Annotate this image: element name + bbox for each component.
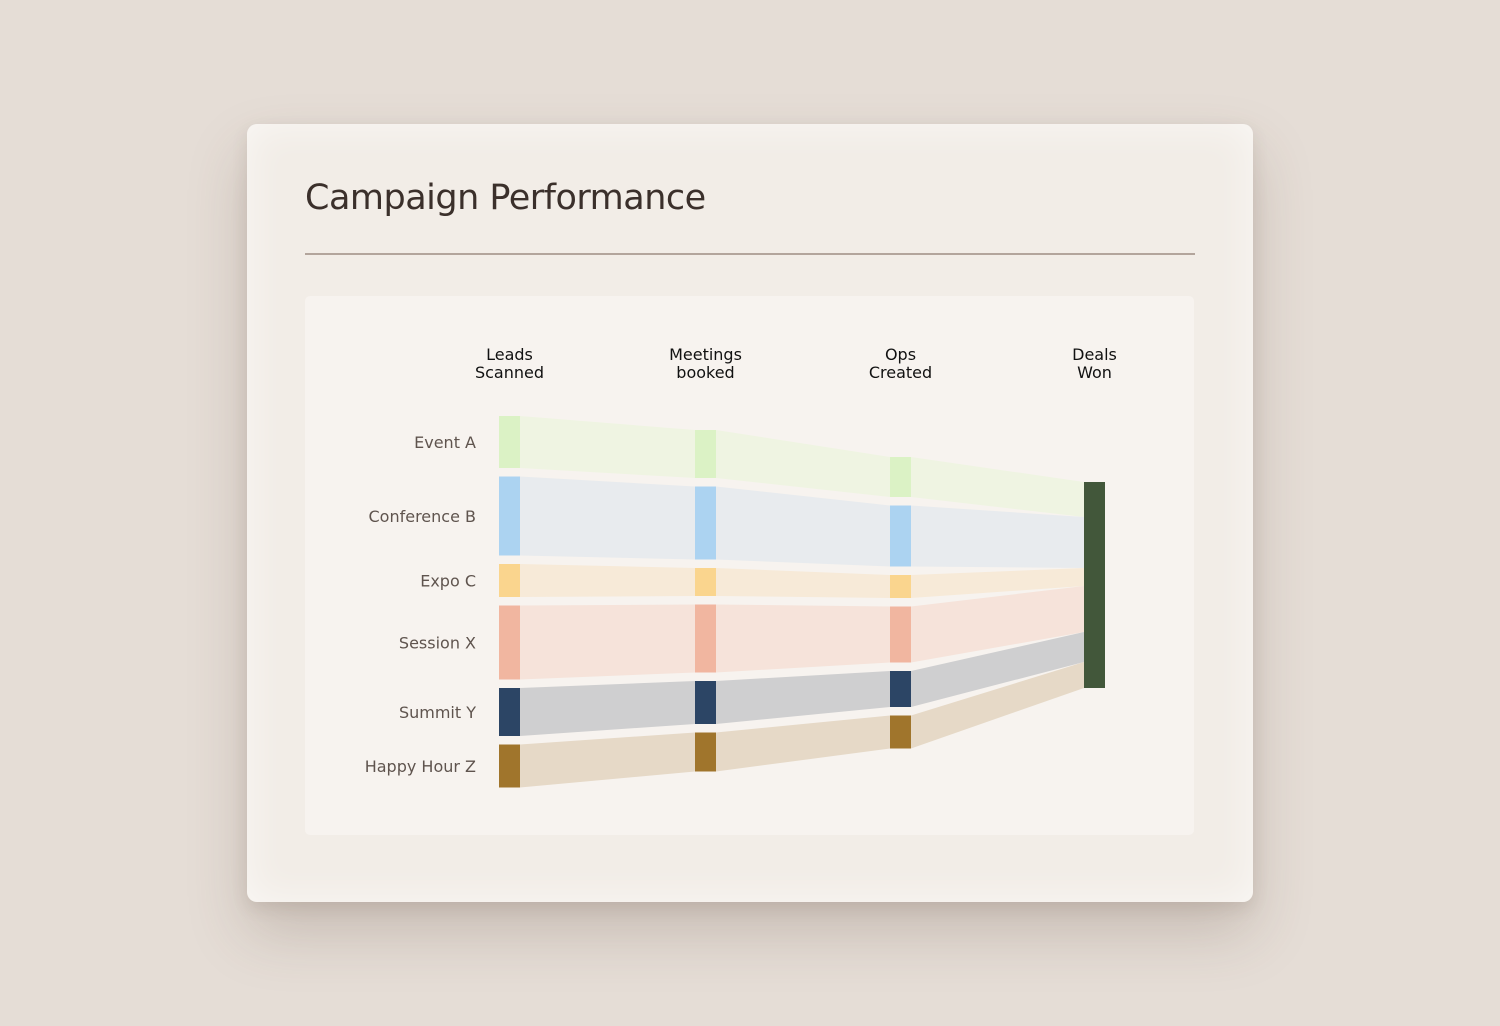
flow-conference-b-2 [716, 486, 890, 567]
flow-event-a-2 [716, 430, 890, 497]
node-conference-b-stage-2 [695, 486, 716, 560]
node-session-x-stage-2 [695, 604, 716, 673]
flow-happy-hour-z-2 [716, 715, 890, 772]
flow-conference-b-1 [520, 476, 695, 560]
flow-conference-b-3 [911, 505, 1084, 568]
node-conference-b-stage-1 [499, 476, 520, 556]
node-event-a-stage-1 [499, 416, 520, 468]
node-session-x-stage-3 [890, 606, 911, 663]
node-expo-c-stage-1 [499, 564, 520, 597]
flow-event-a-1 [520, 416, 695, 478]
node-happy-hour-z-stage-3 [890, 715, 911, 749]
flow-expo-c-1 [520, 564, 695, 597]
stage-label-1-line-2: Scanned [475, 363, 544, 382]
flow-happy-hour-z-3 [911, 662, 1084, 749]
node-summit-y-stage-3 [890, 671, 911, 707]
node-summit-y-stage-2 [695, 681, 716, 724]
flow-summit-y-1 [520, 681, 695, 736]
flow-happy-hour-z-1 [520, 732, 695, 788]
flow-session-x-2 [716, 604, 890, 673]
node-happy-hour-z-stage-2 [695, 732, 716, 772]
source-label-event-a: Event A [414, 433, 476, 452]
node-session-x-stage-1 [499, 605, 520, 680]
flow-expo-c-2 [716, 568, 890, 598]
source-label-summit-y: Summit Y [399, 703, 476, 722]
page-title: Campaign Performance [305, 178, 706, 218]
flow-expo-c-3 [911, 568, 1084, 598]
stage-label-1-line-1: Leads [486, 345, 533, 364]
source-label-expo-c: Expo C [420, 572, 476, 591]
flow-session-x-3 [911, 586, 1084, 663]
flow-summit-y-3 [911, 632, 1084, 707]
node-summit-y-stage-1 [499, 688, 520, 736]
node-conference-b-stage-3 [890, 505, 911, 567]
stage-label-2-line-2: booked [676, 363, 734, 382]
flow-session-x-1 [520, 604, 695, 680]
title-divider [305, 253, 1195, 255]
stage-label-2-line-1: Meetings [669, 345, 742, 364]
node-deals-won [1084, 482, 1105, 688]
node-happy-hour-z-stage-1 [499, 744, 520, 788]
node-expo-c-stage-2 [695, 568, 716, 596]
stage-label-4-line-2: Won [1077, 363, 1112, 382]
flow-summit-y-2 [716, 671, 890, 724]
stage-label-3-line-2: Created [869, 363, 932, 382]
source-label-conference-b: Conference B [369, 507, 477, 526]
flow-event-a-3 [911, 457, 1084, 517]
node-event-a-stage-3 [890, 457, 911, 497]
source-label-happy-hour-z: Happy Hour Z [365, 757, 476, 776]
stage-label-3-line-1: Ops [885, 345, 916, 364]
source-label-session-x: Session X [399, 634, 476, 653]
node-expo-c-stage-3 [890, 575, 911, 598]
node-event-a-stage-2 [695, 430, 716, 478]
stage-label-4-line-1: Deals [1072, 345, 1117, 364]
